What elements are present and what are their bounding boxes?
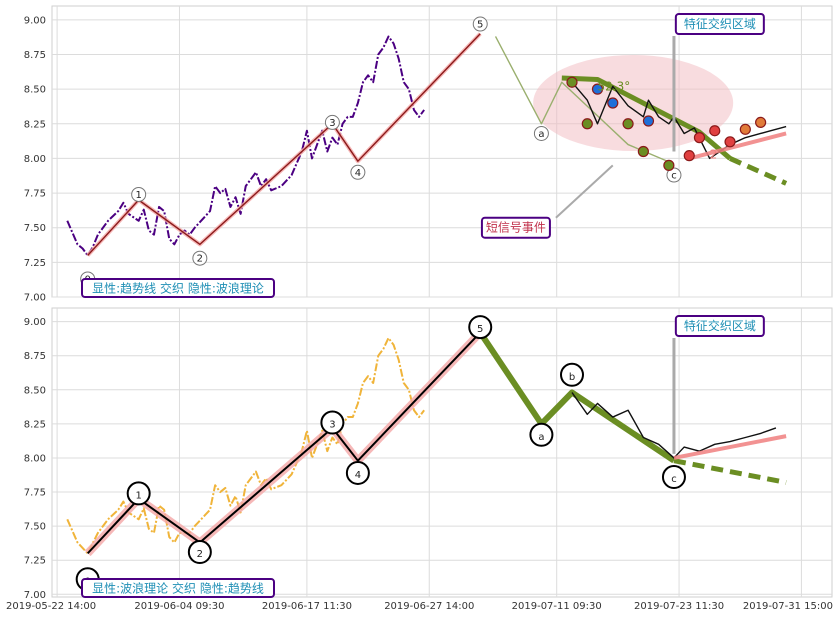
secondary-trend bbox=[673, 434, 787, 460]
sub-wave-dot bbox=[709, 125, 721, 137]
legend-box bbox=[81, 278, 275, 298]
trend-projection bbox=[729, 156, 788, 186]
x-tick-label: 2019-07-11 09:30 bbox=[512, 601, 602, 612]
y-tick-label: 8.25 bbox=[24, 119, 46, 130]
series-line bbox=[86, 331, 481, 555]
wave-marker-label: b bbox=[569, 372, 575, 383]
y-tick-label: 7.00 bbox=[24, 293, 46, 304]
wave-marker-circle bbox=[324, 114, 340, 130]
y-tick-label: 8.50 bbox=[24, 385, 46, 396]
x-tick-label: 2019-06-17 11:30 bbox=[262, 601, 352, 612]
annotation-box bbox=[674, 315, 765, 337]
wave-marker-circle bbox=[320, 410, 345, 435]
sub-wave-dot bbox=[581, 118, 593, 130]
wave-marker-circle bbox=[131, 186, 147, 202]
angle-label-2: 2 bbox=[710, 147, 718, 161]
y-tick-label: 7.25 bbox=[24, 556, 46, 567]
trend-projection bbox=[673, 458, 787, 485]
sub-wave-dot bbox=[693, 132, 706, 144]
feature-annotation: 特征交织区域 bbox=[684, 16, 756, 31]
wave-marker-circle bbox=[468, 315, 493, 340]
signal-annotation: 短信号事件 bbox=[486, 221, 546, 235]
wave-marker-circle bbox=[126, 481, 151, 506]
legend-box bbox=[81, 578, 275, 598]
wave-marker-label: 5 bbox=[477, 20, 483, 31]
wave-marker-label: 4 bbox=[355, 168, 361, 179]
y-tick-label: 7.50 bbox=[24, 223, 46, 234]
y-tick-label: 9.00 bbox=[24, 15, 46, 26]
y-tick-label: 7.75 bbox=[24, 189, 46, 200]
wave-marker-circle bbox=[472, 16, 488, 32]
plot-area bbox=[51, 307, 833, 598]
x-tick-label: 2019-06-27 14:00 bbox=[384, 601, 474, 612]
sub-wave-dot bbox=[566, 76, 578, 88]
sub-wave-dot bbox=[642, 115, 655, 127]
wave-marker-circle bbox=[345, 460, 370, 485]
series-line bbox=[561, 75, 732, 161]
series-line bbox=[477, 330, 676, 464]
bottom-panel: 9.008.758.508.258.007.757.507.257.000123… bbox=[24, 307, 833, 601]
wave-marker-label: 2 bbox=[197, 254, 203, 265]
y-tick-label: 7.25 bbox=[24, 258, 46, 269]
signal-box bbox=[480, 216, 551, 239]
x-tick-label: 2019-07-31 15:00 bbox=[743, 601, 833, 612]
y-tick-label: 7.00 bbox=[24, 590, 46, 601]
y-tick-label: 8.75 bbox=[24, 50, 46, 61]
y-tick-label: 8.25 bbox=[24, 419, 46, 430]
series-line bbox=[66, 35, 425, 257]
wave-marker-circle bbox=[661, 465, 686, 490]
sub-wave-dot bbox=[755, 116, 767, 129]
wave-marker-label: 2 bbox=[197, 549, 203, 560]
y-tick-label: 8.50 bbox=[24, 85, 46, 96]
top-panel: 9.008.758.508.258.007.757.507.257.000123… bbox=[24, 5, 833, 304]
y-tick-label: 8.00 bbox=[24, 154, 46, 165]
sub-wave-dot bbox=[683, 150, 695, 162]
wave-marker-circle bbox=[533, 125, 549, 141]
wave-marker-label: 3 bbox=[329, 420, 335, 431]
wave-marker-circle bbox=[187, 540, 212, 565]
secondary-trend bbox=[688, 131, 787, 161]
wave-marker-label: 3 bbox=[329, 118, 335, 129]
wave-marker-label: a bbox=[538, 432, 544, 443]
y-tick-label: 7.75 bbox=[24, 488, 46, 499]
sub-wave-dot bbox=[637, 145, 649, 158]
x-tick-label: 2019-05-22 14:00 bbox=[6, 601, 96, 612]
sub-wave-dot bbox=[663, 159, 675, 171]
y-tick-label: 9.00 bbox=[24, 317, 46, 328]
y-tick-label: 7.50 bbox=[24, 522, 46, 533]
wave-marker-label: 1 bbox=[135, 490, 141, 501]
sub-wave-dot bbox=[724, 136, 736, 148]
wave-marker-circle bbox=[666, 167, 682, 183]
sub-wave-dot bbox=[607, 97, 619, 109]
series-line bbox=[87, 33, 481, 256]
sub-wave-dot bbox=[591, 83, 604, 95]
annotation-box bbox=[674, 13, 765, 35]
wave-marker-label: c bbox=[671, 474, 677, 485]
y-tick-label: 8.75 bbox=[24, 351, 46, 362]
x-tick-label: 2019-07-23 11:30 bbox=[634, 601, 724, 612]
legend-text: 显性:趋势线 交织 隐性:波浪理论 bbox=[92, 281, 264, 296]
wave-marker-circle bbox=[350, 164, 366, 180]
wave-marker-circle bbox=[560, 362, 584, 387]
sub-wave-dot bbox=[739, 123, 751, 135]
x-tick-label: 2019-06-04 09:30 bbox=[134, 601, 224, 612]
angle-label: 52.3° bbox=[597, 80, 630, 94]
feature-annotation: 特征交织区域 bbox=[684, 318, 756, 333]
wave-marker-circle bbox=[529, 422, 554, 447]
wave-marker-label: 1 bbox=[135, 190, 141, 201]
wave-marker-label: a bbox=[538, 129, 544, 140]
wave-marker-label: 4 bbox=[355, 470, 361, 481]
sub-wave-dot bbox=[622, 118, 634, 130]
legend-text: 显性:波浪理论 交织 隐性:趋势线 bbox=[92, 581, 264, 596]
y-tick-label: 8.00 bbox=[24, 453, 46, 464]
wave-marker-label: 5 bbox=[477, 324, 483, 335]
signal-arrow bbox=[555, 164, 614, 219]
wave-marker-circle bbox=[192, 250, 208, 266]
wave-marker-label: c bbox=[671, 171, 677, 182]
